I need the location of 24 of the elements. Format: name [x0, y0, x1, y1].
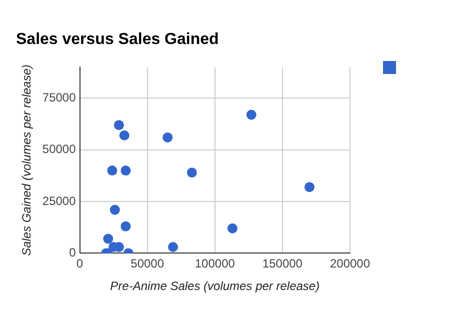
- point: [162, 132, 173, 142]
- y-tick-label: 25000: [42, 194, 76, 208]
- x-tick-label: 150000: [262, 256, 303, 271]
- x-tick-label: 200000: [330, 256, 370, 271]
- y-tick-label: 50000: [42, 142, 76, 156]
- point: [107, 166, 118, 176]
- x-axis-title: Pre-Anime Sales (volumes per release): [110, 279, 320, 294]
- chart-title: Sales versus Sales Gained: [16, 31, 219, 48]
- point: [103, 234, 114, 244]
- point: [120, 166, 131, 176]
- point: [110, 204, 120, 215]
- y-tick-label: 0: [69, 246, 76, 260]
- y-axis-title: Sales Gained (volumes per release): [20, 64, 34, 256]
- x-tick-label: 100000: [194, 256, 236, 271]
- point: [227, 223, 238, 234]
- point: [120, 221, 131, 232]
- point: [186, 168, 197, 178]
- x-tick-label: 50000: [130, 256, 164, 271]
- point: [119, 130, 130, 140]
- point: [114, 120, 124, 130]
- y-tick-label: 75000: [42, 90, 76, 105]
- point: [246, 110, 256, 120]
- point: [304, 182, 314, 192]
- point: [168, 242, 178, 252]
